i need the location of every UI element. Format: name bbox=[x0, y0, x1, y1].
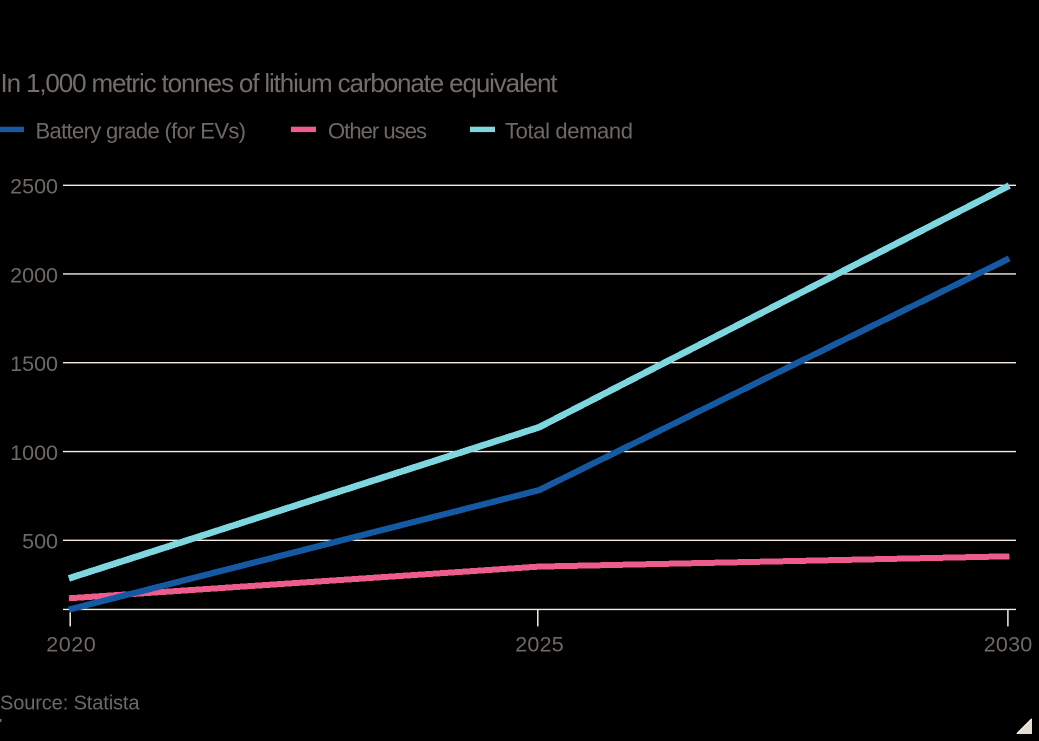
svg-text:Battery grade (for EVs): Battery grade (for EVs) bbox=[36, 118, 247, 143]
svg-text:1000: 1000 bbox=[10, 441, 58, 465]
svg-text:2000: 2000 bbox=[10, 263, 58, 287]
svg-text:500: 500 bbox=[22, 530, 58, 554]
svg-text:Other uses: Other uses bbox=[328, 118, 427, 143]
svg-text:2020: 2020 bbox=[46, 633, 96, 657]
svg-text:Source: Statista: Source: Statista bbox=[0, 692, 140, 714]
svg-text:2500: 2500 bbox=[10, 175, 58, 199]
svg-text:Total demand: Total demand bbox=[505, 118, 633, 143]
svg-text:1500: 1500 bbox=[10, 352, 58, 376]
svg-text:In 1,000 metric tonnes of lith: In 1,000 metric tonnes of lithium carbon… bbox=[1, 68, 559, 98]
svg-text:2030: 2030 bbox=[984, 633, 1033, 657]
svg-text:2025: 2025 bbox=[515, 633, 564, 657]
